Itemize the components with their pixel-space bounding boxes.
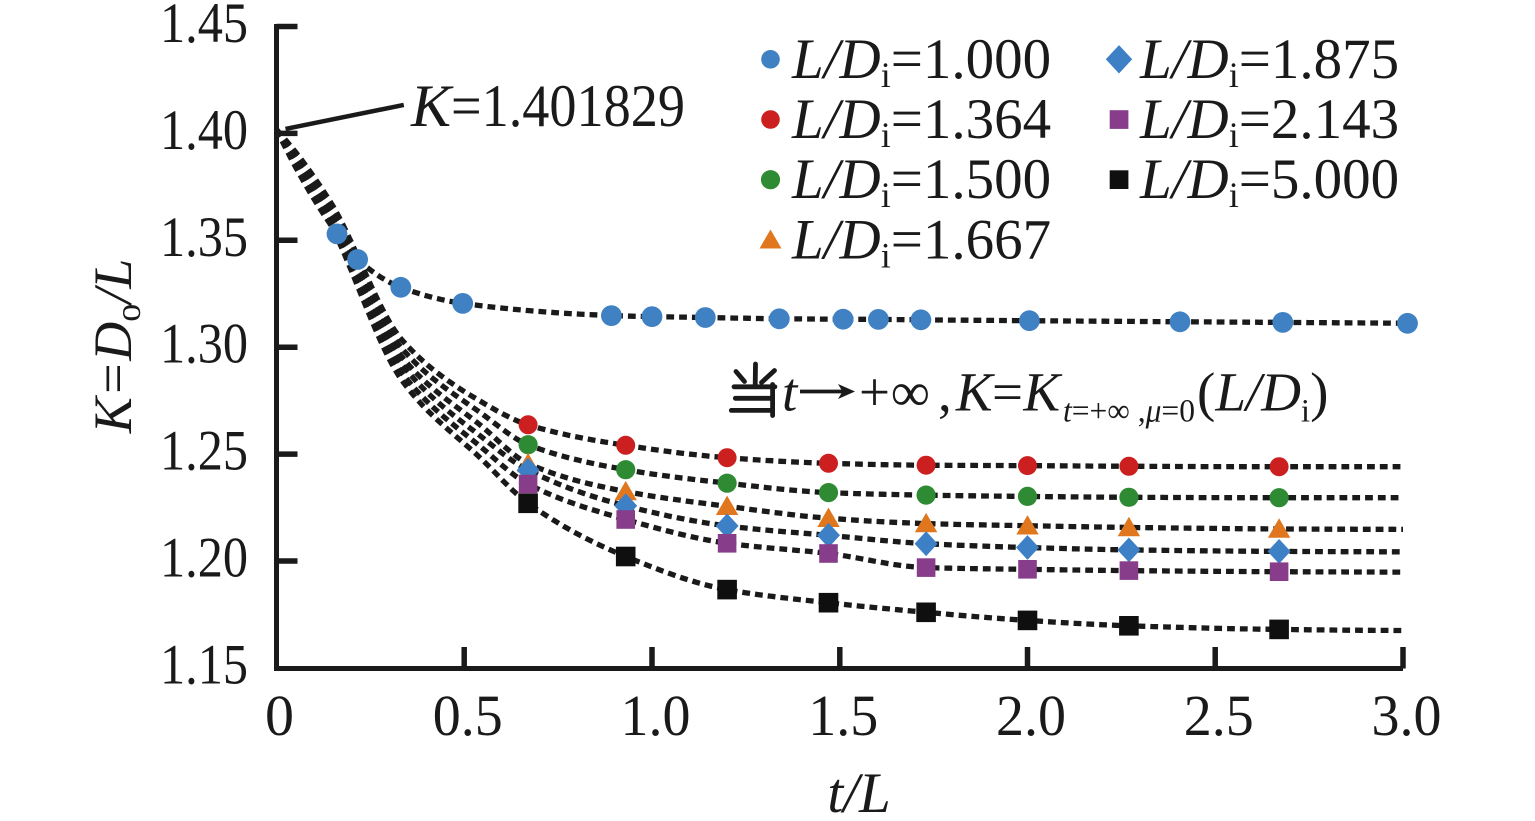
svg-text:0.5: 0.5 — [433, 683, 503, 748]
svg-text:1.30: 1.30 — [160, 313, 248, 376]
svg-text:K=1.401829: K=1.401829 — [410, 73, 685, 139]
svg-text:L/Di=2.143: L/Di=2.143 — [1139, 88, 1399, 155]
svg-text:K=Do/L: K=Do/L — [83, 259, 148, 435]
svg-text:2.5: 2.5 — [1184, 683, 1254, 748]
svg-text:1.0: 1.0 — [621, 683, 691, 748]
svg-text:L/Di=1.875: L/Di=1.875 — [1139, 28, 1399, 95]
svg-text:0: 0 — [265, 683, 294, 748]
svg-text:1.40: 1.40 — [160, 99, 248, 162]
svg-text:2.0: 2.0 — [996, 683, 1066, 748]
svg-text:L/Di=1.500: L/Di=1.500 — [791, 148, 1051, 215]
svg-text:t/L: t/L — [827, 762, 890, 821]
svg-text:1.25: 1.25 — [160, 420, 248, 483]
svg-text:t+∞,K=Kt=+∞ ,μ=0(L/Di): t +∞ ,K=Kt=+∞ ,μ=0(L/Di) — [782, 361, 1328, 429]
svg-text:L/Di=1.000: L/Di=1.000 — [791, 28, 1051, 95]
svg-text:3.0: 3.0 — [1372, 683, 1442, 748]
svg-text:L/Di=1.364: L/Di=1.364 — [791, 88, 1051, 155]
svg-text:1.15: 1.15 — [160, 633, 248, 696]
svg-text:1.5: 1.5 — [808, 683, 878, 748]
svg-text:L/Di=1.667: L/Di=1.667 — [791, 208, 1051, 275]
svg-text:1.35: 1.35 — [160, 206, 248, 269]
svg-text:L/Di=5.000: L/Di=5.000 — [1139, 148, 1399, 215]
svg-text:1.20: 1.20 — [160, 527, 248, 590]
svg-text:1.45: 1.45 — [160, 0, 248, 55]
